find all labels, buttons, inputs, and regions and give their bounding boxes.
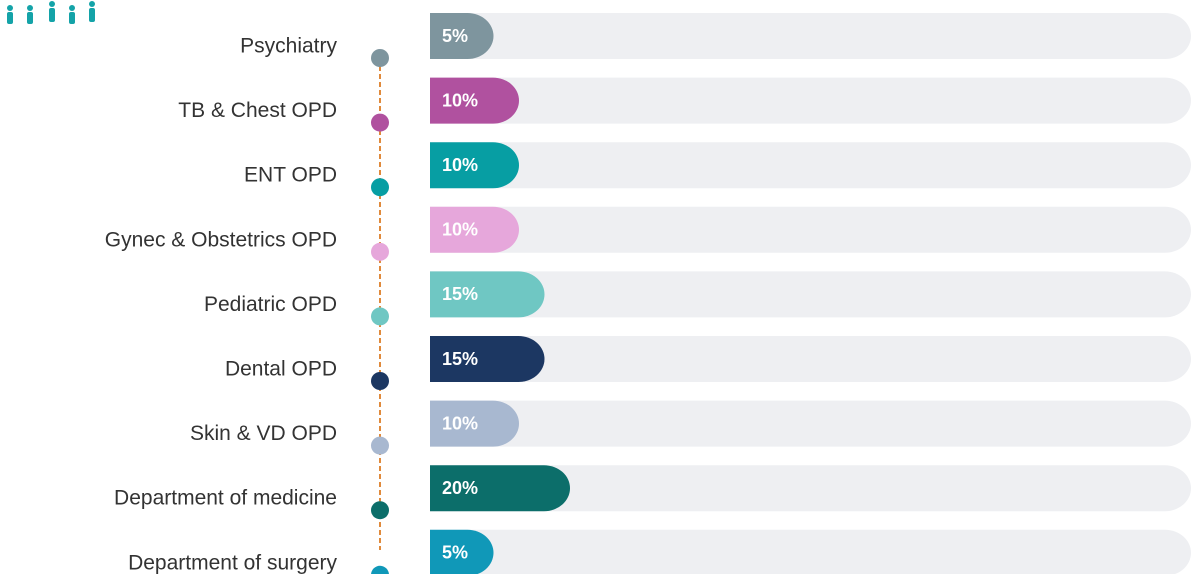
value-label: 5% <box>442 543 468 563</box>
dot <box>371 178 389 197</box>
bar <box>430 142 519 189</box>
dot <box>371 436 389 455</box>
value-label: 10% <box>442 220 478 240</box>
track <box>430 271 1191 318</box>
bar <box>430 271 545 318</box>
track <box>430 336 1191 382</box>
value-label: 15% <box>442 284 478 304</box>
track <box>430 13 1191 59</box>
value-label: 10% <box>442 413 478 433</box>
dot <box>371 242 389 261</box>
track <box>430 465 1191 512</box>
value-label: 20% <box>442 478 478 498</box>
bar <box>430 206 519 253</box>
track <box>430 400 1191 447</box>
category-label: Pediatric OPD <box>204 293 337 316</box>
bar <box>430 400 519 447</box>
category-label: Department of surgery <box>128 551 337 574</box>
category-label: Skin & VD OPD <box>190 422 337 445</box>
dot <box>371 501 389 520</box>
dot <box>371 565 389 574</box>
category-label: Department of medicine <box>114 487 337 510</box>
dot <box>371 113 389 132</box>
people-icon <box>7 1 95 24</box>
dot <box>371 49 389 67</box>
category-label: Gynec & Obstetrics OPD <box>105 228 337 251</box>
track <box>430 529 1191 574</box>
bar <box>430 77 519 124</box>
value-label: 10% <box>442 90 478 110</box>
bar <box>430 465 571 512</box>
dot <box>371 307 389 326</box>
track <box>430 142 1191 189</box>
category-label: TB & Chest OPD <box>178 99 337 122</box>
dot <box>371 372 389 390</box>
bar <box>430 529 494 574</box>
value-label: 15% <box>442 349 478 369</box>
category-label: Psychiatry <box>240 35 337 58</box>
category-label: ENT OPD <box>244 164 337 187</box>
value-label: 5% <box>442 26 468 46</box>
bar <box>430 336 545 382</box>
value-label: 10% <box>442 155 478 175</box>
bar <box>430 13 494 60</box>
track <box>430 206 1191 253</box>
track <box>430 77 1191 124</box>
category-label: Dental OPD <box>225 358 337 381</box>
